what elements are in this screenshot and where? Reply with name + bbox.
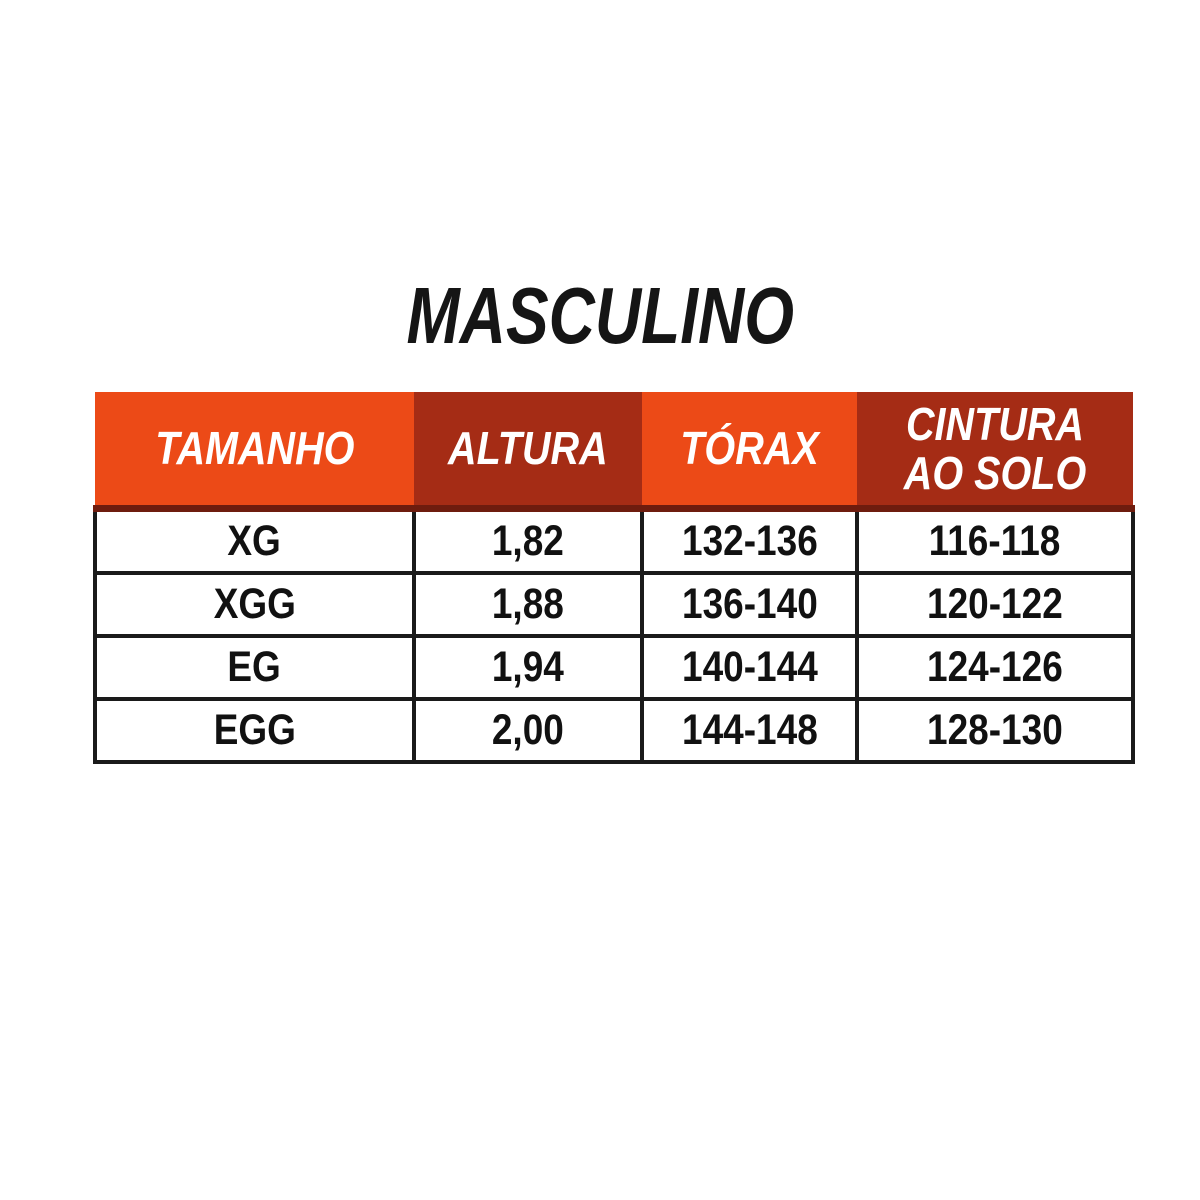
cell-value: EG: [227, 643, 282, 691]
header-label: CINTURA AO SOLO: [903, 398, 1087, 499]
cell-size: XG: [93, 506, 416, 575]
cell-value: 1,94: [491, 643, 564, 691]
cell-waist-to-floor: 128-130: [855, 697, 1135, 764]
size-chart-table: TAMANHO ALTURA TÓRAX CINTURA AO SOLO XG …: [93, 392, 1135, 764]
cell-value: 1,82: [491, 517, 564, 565]
cell-value: 1,88: [491, 580, 564, 628]
cell-size: XGG: [93, 571, 416, 638]
cell-value: XGG: [213, 580, 296, 628]
header-cell-altura: ALTURA: [414, 392, 642, 512]
cell-value: 116-118: [929, 517, 1061, 565]
header-row: TAMANHO ALTURA TÓRAX CINTURA AO SOLO: [95, 392, 1133, 512]
cell-value: 124-126: [927, 643, 1063, 691]
page-title-text: MASCULINO: [406, 271, 794, 360]
cell-chest: 144-148: [640, 697, 859, 764]
cell-size: EG: [93, 634, 416, 701]
header-label: ALTURA: [448, 422, 608, 475]
cell-value: 128-130: [927, 706, 1063, 754]
cell-value: 136-140: [681, 580, 818, 628]
cell-chest: 136-140: [640, 571, 859, 638]
cell-height: 1,88: [412, 571, 644, 638]
page-title: MASCULINO: [0, 0, 1200, 356]
cell-value: XG: [227, 517, 282, 565]
size-chart-body: XG 1,82 132-136 116-118 XGG 1,88 136-140…: [93, 506, 1135, 764]
header-cell-tamanho: TAMANHO: [95, 392, 414, 512]
table-row-eg: EG 1,94 140-144 124-126: [93, 634, 1135, 701]
header-label: TÓRAX: [680, 422, 819, 475]
cell-waist-to-floor: 120-122: [855, 571, 1135, 638]
cell-value: EGG: [213, 706, 296, 754]
cell-value: 132-136: [681, 517, 818, 565]
cell-waist-to-floor: 116-118: [855, 506, 1135, 575]
header-label: TAMANHO: [154, 422, 355, 475]
size-chart-header: TAMANHO ALTURA TÓRAX CINTURA AO SOLO: [95, 392, 1133, 512]
table-row-egg: EGG 2,00 144-148 128-130: [93, 697, 1135, 764]
cell-height: 2,00: [412, 697, 644, 764]
cell-height: 1,94: [412, 634, 644, 701]
cell-value: 2,00: [491, 706, 564, 754]
table-row-xg: XG 1,82 132-136 116-118: [93, 506, 1135, 575]
table-row-xgg: XGG 1,88 136-140 120-122: [93, 571, 1135, 638]
cell-value: 120-122: [927, 580, 1063, 628]
header-cell-cintura-ao-solo: CINTURA AO SOLO: [857, 392, 1133, 512]
cell-value: 144-148: [681, 706, 818, 754]
cell-chest: 132-136: [640, 506, 859, 575]
header-cell-torax: TÓRAX: [642, 392, 857, 512]
cell-size: EGG: [93, 697, 416, 764]
cell-chest: 140-144: [640, 634, 859, 701]
cell-waist-to-floor: 124-126: [855, 634, 1135, 701]
cell-height: 1,82: [412, 506, 644, 575]
cell-value: 140-144: [681, 643, 818, 691]
